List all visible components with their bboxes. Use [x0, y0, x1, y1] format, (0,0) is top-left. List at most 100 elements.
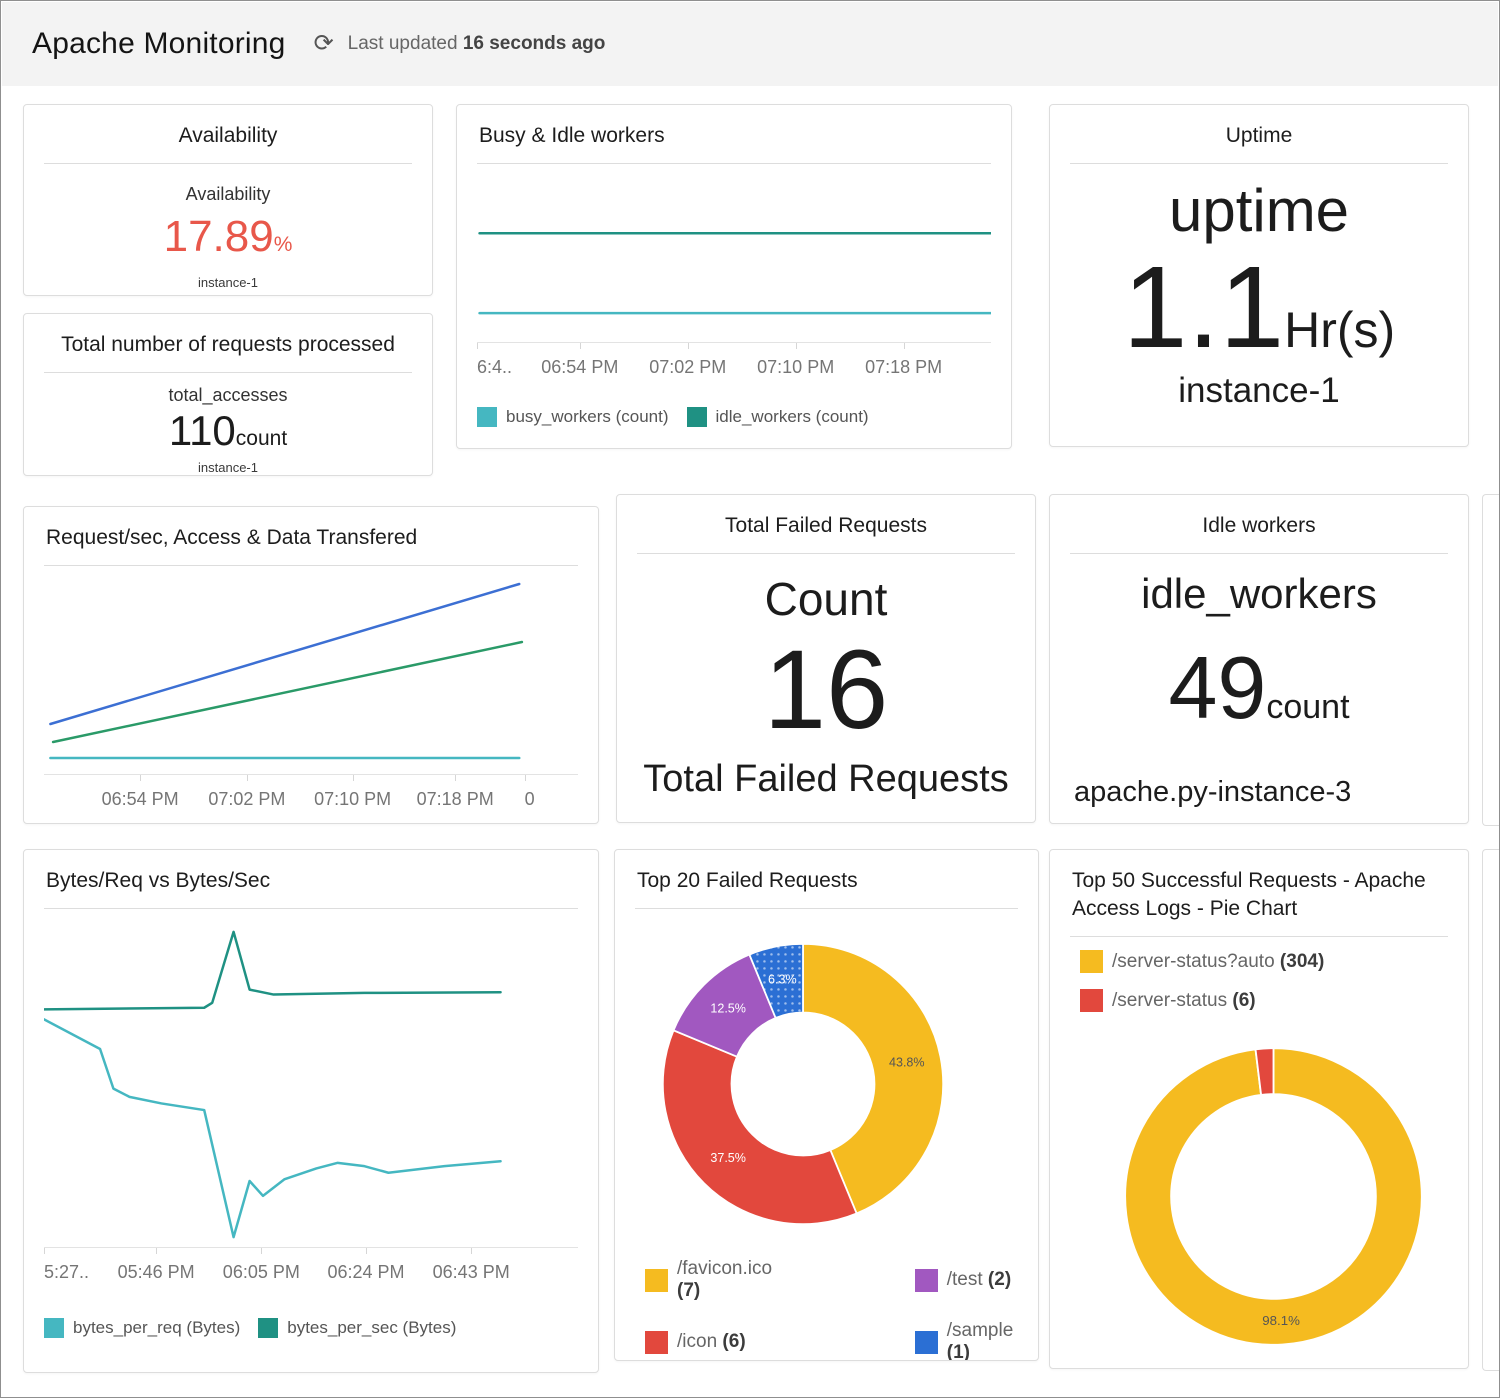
card-title: Request/sec, Access & Data Transfered	[46, 526, 418, 549]
x-axis	[44, 774, 578, 781]
x-axis-label: 07:18 PM	[416, 789, 494, 809]
x-axis-labels: 6:4.. 06:54 PM 07:02 PM 07:10 PM 07:18 PM	[477, 357, 991, 383]
metric-label: total_accesses	[168, 385, 288, 405]
legend-swatch	[44, 1318, 64, 1338]
legend-label: /favicon.ico (7)	[677, 1258, 773, 1301]
pie-slice-percentage: 12.5%	[710, 1001, 746, 1015]
pie-slice[interactable]	[802, 942, 945, 1215]
total-failed-value: 16	[763, 627, 889, 752]
divider	[1070, 553, 1448, 554]
legend-item[interactable]: /test (2)	[914, 1258, 1038, 1302]
metric-label: idle_workers	[1141, 570, 1377, 617]
card-title: Top 20 Failed Requests	[637, 869, 858, 892]
legend-label: bytes_per_req (Bytes)	[73, 1318, 241, 1337]
legend-item[interactable]: bytes_per_sec (Bytes)	[258, 1318, 456, 1338]
axis-tick-mark	[471, 1248, 473, 1254]
availability-number: 17.89	[163, 212, 274, 261]
pie-slice[interactable]	[1254, 1047, 1275, 1096]
axis-tick-mark	[156, 1248, 158, 1254]
x-axis-label: 06:43 PM	[432, 1262, 510, 1282]
legend-swatch	[686, 407, 707, 427]
pie-slice-percentage: 6.3%	[768, 973, 797, 987]
legend-item[interactable]: idle_workers (count)	[686, 407, 869, 427]
chart-plot-area[interactable]	[44, 574, 578, 774]
pie-slice[interactable]	[1124, 1047, 1423, 1346]
top50-successful-requests-card: Top 50 Successful Requests - Apache Acce…	[1049, 849, 1469, 1369]
pie-slice-percentage: 37.5%	[710, 1151, 746, 1165]
divider	[44, 908, 578, 909]
legend-item[interactable]: /favicon.ico (7)	[645, 1258, 797, 1302]
legend-item[interactable]: bytes_per_req (Bytes)	[44, 1318, 240, 1338]
legend-label: /server-status (6)	[1112, 989, 1256, 1011]
uptime-card: Uptime uptime 1.1Hr(s) instance-1	[1049, 104, 1469, 447]
chart-legend: bytes_per_req (Bytes) bytes_per_sec (Byte…	[44, 1318, 578, 1338]
divider	[44, 565, 578, 566]
legend-count: (1)	[946, 1342, 970, 1361]
x-axis-labels: 06:54 PM 07:02 PM 07:10 PM 07:18 PM 0	[44, 789, 578, 815]
request-rate-chart[interactable]: 06:54 PM 07:02 PM 07:10 PM 07:18 PM 0	[44, 574, 578, 815]
axis-tick-mark	[140, 775, 142, 781]
top20-failed-donut-chart[interactable]: 43.8% 37.5% 12.5% 6.3%	[657, 938, 949, 1230]
header-bar: Apache Monitoring ⟳ Last updated 16 seco…	[2, 2, 1498, 86]
legend-swatch	[258, 1318, 279, 1338]
chart-plot-area[interactable]	[477, 172, 991, 342]
axis-tick-mark	[524, 775, 526, 781]
pie-slice-percentage: 98.1%	[1262, 1313, 1300, 1328]
card-title: Availability	[178, 124, 278, 147]
axis-tick-mark	[795, 343, 797, 349]
x-axis-label: 07:18 PM	[865, 357, 943, 377]
legend-swatch	[477, 407, 497, 427]
card-title: Total Failed Requests	[725, 514, 927, 537]
axis-tick-mark	[246, 775, 248, 781]
total-failed-requests-card: Total Failed Requests Count 16 Total Fai…	[616, 494, 1036, 823]
card-title: Idle workers	[1202, 514, 1316, 537]
legend-label: /test (2)	[946, 1269, 1012, 1290]
x-axis	[44, 1247, 578, 1254]
metric-label: Availability	[185, 184, 271, 204]
instance-label: instance-1	[198, 275, 258, 290]
legend-count: (2)	[982, 1269, 1012, 1290]
refresh-icon[interactable]: ⟳	[313, 30, 334, 57]
legend-label: idle_workers (count)	[715, 407, 869, 426]
x-axis-label: 07:10 PM	[314, 789, 392, 809]
x-axis-label: 5:27..	[44, 1262, 90, 1282]
top50-successful-donut-chart[interactable]: 98.1%	[1119, 1042, 1428, 1351]
x-axis-label: 06:24 PM	[327, 1262, 405, 1282]
x-axis-label: 06:54 PM	[541, 357, 619, 377]
chart-plot-area[interactable]	[44, 917, 578, 1247]
total-requests-number: 110	[168, 407, 236, 454]
last-updated-value: 16 seconds ago	[462, 33, 606, 54]
legend-item[interactable]: busy_workers (count)	[477, 407, 669, 427]
total-requests-card: Total number of requests processed total…	[23, 313, 433, 476]
card-title: Bytes/Req vs Bytes/Sec	[46, 869, 271, 892]
legend-count: (304)	[1274, 950, 1325, 972]
partial-card-edge	[1482, 494, 1499, 826]
legend-item[interactable]: /icon (6)	[645, 1320, 797, 1360]
pie-slice[interactable]	[748, 942, 804, 1020]
pie-slice[interactable]	[662, 1029, 858, 1225]
request-rate-card: Request/sec, Access & Data Transfered 06…	[23, 506, 599, 824]
bytes-chart[interactable]: 5:27.. 05:46 PM 06:05 PM 06:24 PM 06:43 PM	[44, 917, 578, 1288]
x-axis-label: 6:4..	[477, 357, 513, 377]
series-line[interactable]	[44, 1019, 501, 1237]
uptime-unit: Hr(s)	[1284, 302, 1396, 358]
series-line[interactable]	[50, 584, 519, 724]
legend-item[interactable]: /server-status?auto (304)	[1080, 950, 1324, 973]
series-line[interactable]	[44, 932, 501, 1010]
last-updated-prefix: Last updated	[347, 33, 458, 54]
last-updated-text: Last updated 16 seconds ago	[348, 33, 606, 55]
top20-failed-requests-card: Top 20 Failed Requests 43.8% 37.5% 12.5% 6.…	[614, 849, 1039, 1361]
legend-item[interactable]: /sample (1)	[914, 1320, 1038, 1361]
axis-tick-mark	[579, 343, 581, 349]
busy-idle-workers-chart[interactable]: 6:4.. 06:54 PM 07:02 PM 07:10 PM 07:18 PM	[477, 172, 991, 383]
series-line[interactable]	[53, 642, 522, 742]
legend-swatch	[914, 1330, 938, 1354]
legend-label: /sample (1)	[946, 1320, 1014, 1361]
legend-count: (6)	[1227, 989, 1256, 1011]
legend-swatch	[645, 1330, 668, 1354]
legend-swatch	[1080, 950, 1103, 973]
legend-item[interactable]: /server-status (6)	[1080, 989, 1324, 1012]
idle-workers-unit: count	[1266, 688, 1350, 726]
idle-workers-value: 49count	[1168, 644, 1349, 732]
